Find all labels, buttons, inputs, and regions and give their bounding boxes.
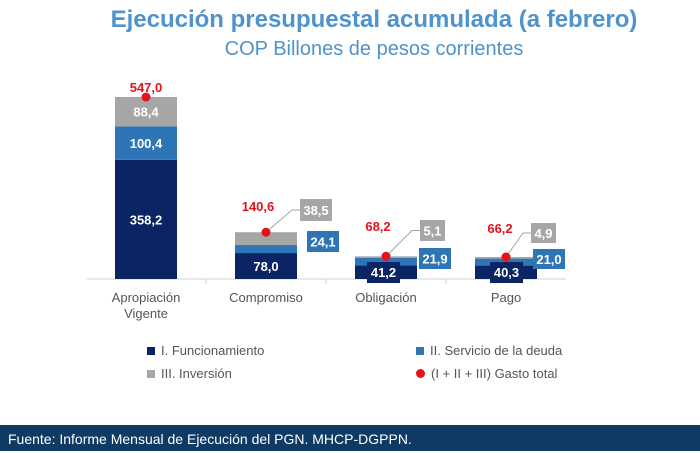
total-marker (381, 251, 391, 261)
data-label-box (533, 249, 565, 269)
total-marker (141, 92, 151, 102)
legend-dot-icon (416, 369, 425, 378)
data-label: 358,2 (130, 212, 163, 227)
legend-label: II. Servicio de la deuda (430, 343, 563, 358)
category-label: Vigente (124, 306, 168, 321)
chart-title: Ejecución presupuestal acumulada (a febr… (110, 6, 638, 33)
data-label: 5,1 (423, 224, 441, 239)
legend-label: III. Inversión (161, 366, 232, 381)
data-label-box (419, 248, 451, 269)
bar-segment-funcionamiento (235, 253, 297, 279)
data-label: 40,3 (494, 265, 519, 280)
data-label: 21,0 (536, 252, 561, 267)
chart-subtitle: COP Billones de pesos corrientes (224, 38, 524, 60)
data-label-box (531, 223, 556, 243)
data-label: 88,4 (133, 105, 159, 120)
total-label: 66,2 (487, 221, 512, 236)
leader-line (265, 209, 300, 233)
data-label: 4,9 (534, 226, 552, 241)
data-label: 24,1 (310, 235, 335, 250)
source-footer: Fuente: Informe Mensual de Ejecución del… (0, 425, 700, 451)
data-label-box (420, 220, 445, 241)
legend-swatch-icon (147, 369, 155, 378)
bar-segment-inversion (235, 232, 297, 246)
bar-segment-servicio-deuda (355, 258, 417, 266)
data-label: 41,2 (371, 265, 396, 280)
bar-segment-servicio-deuda (115, 126, 177, 160)
data-label-box (367, 262, 400, 283)
data-label: 100,4 (130, 136, 163, 151)
data-label-box (307, 231, 339, 252)
legend-item-gasto-total: (I + II + III) Gasto total (416, 366, 557, 381)
leader-line (385, 230, 420, 257)
total-label: 547,0 (130, 80, 163, 95)
data-label: 38,5 (303, 203, 328, 218)
data-label: 78,0 (253, 259, 278, 274)
category-label: Pago (491, 290, 521, 305)
legend-label: (I + II + III) Gasto total (431, 366, 558, 381)
legend-label: I. Funcionamiento (161, 343, 265, 358)
total-marker (261, 227, 271, 237)
leader-line (505, 232, 531, 258)
legend-swatch-icon (416, 346, 424, 355)
data-label: 21,9 (422, 252, 447, 267)
data-label-box (300, 199, 332, 221)
bar-segment-servicio-deuda (235, 245, 297, 254)
legend-item-inversion: III. Inversión (147, 366, 232, 381)
legend-item-funcionamiento: I. Funcionamiento (147, 343, 264, 358)
category-label: Obligación (355, 290, 416, 305)
legend-item-servicio-deuda: II. Servicio de la deuda (416, 343, 562, 358)
total-marker (501, 252, 511, 262)
category-label: Compromiso (229, 290, 303, 305)
total-label: 140,6 (242, 199, 275, 214)
data-label-box (490, 262, 523, 283)
category-label: Apropiación (112, 290, 181, 305)
bar-segment-inversion (115, 97, 177, 127)
legend-swatch-icon (147, 346, 155, 355)
total-label: 68,2 (365, 219, 390, 234)
bar-segment-funcionamiento (115, 159, 177, 279)
